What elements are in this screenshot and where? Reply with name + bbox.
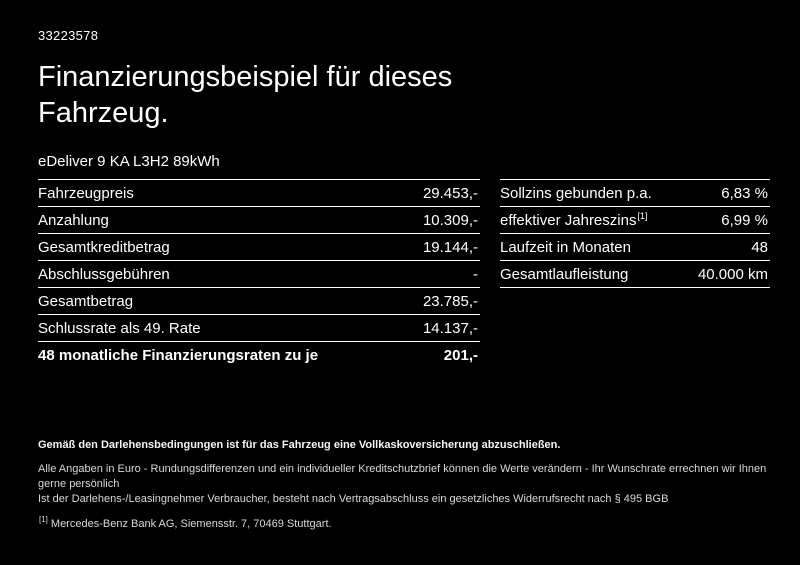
row-value: 10.309,- bbox=[422, 212, 478, 229]
row-label: Anzahlung bbox=[38, 212, 109, 229]
row-value: 40.000 km bbox=[697, 266, 768, 283]
condition-row-gesamtlaufleistung: Gesamtlaufleistung 40.000 km bbox=[500, 261, 770, 288]
footnote-marker: [1] bbox=[637, 211, 648, 221]
row-value: 14.137,- bbox=[422, 320, 478, 337]
row-label: Fahrzeugpreis bbox=[38, 185, 134, 202]
row-value: 6,99 % bbox=[721, 212, 768, 229]
vehicle-name: eDeliver 9 KA L3H2 89kWh bbox=[38, 153, 220, 170]
row-label: effektiver Jahreszins[1] bbox=[500, 211, 647, 230]
listing-id: 33223578 bbox=[38, 28, 99, 43]
finance-row-abschlussgebuehren: Abschlussgebühren - bbox=[38, 260, 480, 287]
row-value: 6,83 % bbox=[721, 185, 768, 202]
row-value: 201,- bbox=[443, 347, 478, 364]
conditions-table: Sollzins gebunden p.a. 6,83 % effektiver… bbox=[500, 179, 770, 288]
row-label: Abschlussgebühren bbox=[38, 266, 170, 283]
insurance-note: Gemäß den Darlehensbedingungen ist für d… bbox=[38, 439, 561, 451]
row-label: Schlussrate als 49. Rate bbox=[38, 320, 201, 337]
legal-footer: Gemäß den Darlehensbedingungen ist für d… bbox=[38, 438, 770, 532]
finance-tables: Fahrzeugpreis 29.453,- Anzahlung 10.309,… bbox=[38, 179, 770, 368]
finance-table: Fahrzeugpreis 29.453,- Anzahlung 10.309,… bbox=[38, 179, 480, 368]
row-label-text: effektiver Jahreszins bbox=[500, 212, 637, 229]
row-label: Gesamtlaufleistung bbox=[500, 266, 629, 283]
finance-row-gesamtkreditbetrag: Gesamtkreditbetrag 19.144,- bbox=[38, 233, 480, 260]
row-value: - bbox=[473, 266, 478, 283]
footnote-text: Mercedes-Benz Bank AG, Siemensstr. 7, 70… bbox=[50, 518, 332, 530]
footnote-marker: [1] bbox=[39, 515, 48, 525]
row-label: Gesamtbetrag bbox=[38, 293, 134, 310]
row-label: Laufzeit in Monaten bbox=[500, 239, 631, 256]
row-value: 29.453,- bbox=[422, 185, 478, 202]
finance-row-anzahlung: Anzahlung 10.309,- bbox=[38, 206, 480, 233]
row-label: Sollzins gebunden p.a. bbox=[500, 185, 652, 202]
row-value: 48 bbox=[751, 239, 768, 256]
condition-row-sollzins: Sollzins gebunden p.a. 6,83 % bbox=[500, 180, 770, 207]
row-label: 48 monatliche Finanzierungsraten zu je bbox=[38, 347, 319, 364]
row-value: 19.144,- bbox=[422, 239, 478, 256]
condition-row-laufzeit: Laufzeit in Monaten 48 bbox=[500, 234, 770, 261]
bank-footnote: [1] Mercedes-Benz Bank AG, Siemensstr. 7,… bbox=[38, 515, 770, 532]
disclaimer-note-1: Alle Angaben in Euro - Rundungsdifferenz… bbox=[38, 463, 767, 490]
disclaimer-note-2: Ist der Darlehens-/Leasingnehmer Verbrau… bbox=[38, 493, 669, 505]
row-value: 23.785,- bbox=[422, 293, 478, 310]
finance-row-monatsrate: 48 monatliche Finanzierungsraten zu je 2… bbox=[38, 341, 480, 368]
finance-row-fahrzeugpreis: Fahrzeugpreis 29.453,- bbox=[38, 179, 480, 206]
finance-row-gesamtbetrag: Gesamtbetrag 23.785,- bbox=[38, 287, 480, 314]
page-title: Finanzierungsbeispiel für dieses Fahrzeu… bbox=[38, 61, 453, 129]
condition-row-effektiver-jahreszins: effektiver Jahreszins[1] 6,99 % bbox=[500, 207, 770, 234]
row-label: Gesamtkreditbetrag bbox=[38, 239, 170, 256]
finance-row-schlussrate: Schlussrate als 49. Rate 14.137,- bbox=[38, 314, 480, 341]
